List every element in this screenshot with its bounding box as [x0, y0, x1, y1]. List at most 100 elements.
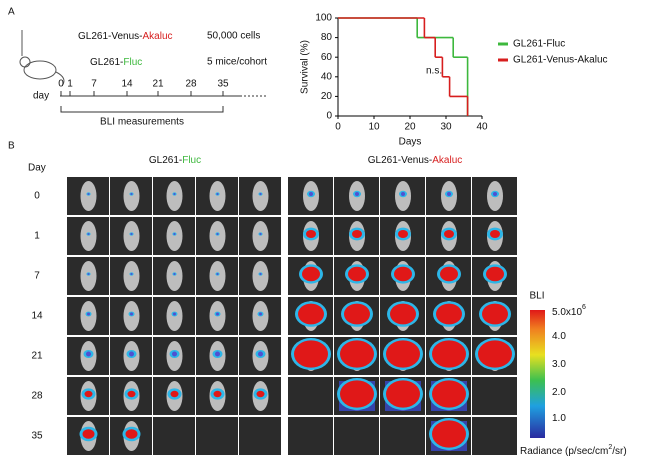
signal-core	[444, 230, 454, 238]
colorbar-title: BLI	[529, 291, 544, 302]
signal-core	[306, 230, 316, 238]
y-tick-label: 20	[321, 91, 333, 102]
signal-core	[390, 303, 416, 325]
x-tick-label: 0	[335, 122, 341, 133]
text-part: 3.0	[552, 359, 566, 370]
image-tile	[288, 417, 333, 455]
text-part: GL261-	[90, 57, 123, 68]
axes	[337, 18, 482, 117]
y-axis-label: Survival (%)	[300, 40, 311, 94]
group-label: GL261-Venus-Akaluc	[78, 31, 173, 42]
signal-core	[340, 380, 374, 408]
bli-label: BLI measurements	[100, 117, 184, 128]
mouse	[209, 181, 226, 211]
signal-core	[493, 192, 497, 196]
signal-core	[170, 390, 179, 398]
colorbar-label: 5.0x106	[552, 304, 586, 318]
signal-core	[309, 192, 313, 196]
signal-core	[87, 233, 90, 235]
signal-core	[213, 390, 222, 398]
signal-core	[173, 233, 176, 235]
text-part: Fluc	[123, 57, 142, 68]
group-label: GL261-Fluc	[90, 57, 142, 68]
signal-core	[173, 273, 176, 275]
mouse-icon	[19, 30, 65, 87]
y-tick-label: 60	[321, 52, 333, 63]
signal-core	[432, 340, 466, 368]
signal-core	[401, 192, 405, 196]
signal-core	[440, 266, 458, 282]
row-label: 7	[34, 271, 40, 282]
colorbar-unit: Radiance (p/sec/cm2/sr)	[520, 444, 627, 457]
panel-label: A	[8, 7, 15, 18]
text-part: 5.0x10	[552, 307, 582, 318]
mouse	[166, 181, 183, 211]
y-tick-label: 40	[321, 71, 333, 82]
cells: 50,000 cells	[207, 31, 260, 42]
text-part: GL261-Venus-	[368, 155, 433, 166]
x-tick-label: 40	[476, 122, 488, 133]
image-tile	[153, 417, 195, 455]
mouse	[123, 261, 140, 291]
signal-core	[486, 266, 504, 282]
signal-core	[84, 390, 93, 398]
mouse	[209, 261, 226, 291]
group-label: GL261-Fluc	[149, 155, 201, 166]
mouse	[80, 181, 97, 211]
signal-core	[256, 390, 265, 398]
image-tile	[196, 417, 238, 455]
row-label: 14	[31, 311, 43, 322]
signal-core	[216, 273, 219, 275]
y-tick-label: 100	[315, 13, 332, 24]
signal-core	[215, 351, 220, 357]
signal-core	[130, 193, 133, 195]
signal-core	[130, 312, 133, 316]
signal-core	[447, 192, 451, 196]
text-part: 4.0	[552, 331, 566, 342]
signal-core	[127, 390, 136, 398]
signal-core	[216, 312, 219, 316]
signal-core	[87, 273, 90, 275]
text-part: 2.0	[552, 387, 566, 398]
text-part: Radiance (p/sec/cm	[520, 446, 608, 457]
image-tile	[380, 417, 425, 455]
mouse	[123, 181, 140, 211]
signal-core	[82, 429, 95, 439]
day: 0	[58, 79, 64, 90]
mouse	[80, 261, 97, 291]
bracket	[60, 106, 224, 113]
signal-core	[294, 340, 328, 368]
signal-core	[352, 230, 362, 238]
x-tick-label: 30	[440, 122, 452, 133]
day-prefix: day	[33, 91, 49, 102]
image-tile	[472, 377, 517, 415]
image-tile	[334, 417, 379, 455]
x-tick-label: 10	[368, 122, 380, 133]
y-tick-label: 80	[321, 32, 333, 43]
x-tick-label: 20	[404, 122, 416, 133]
signal-core	[386, 380, 420, 408]
signal-core	[259, 233, 262, 235]
day: 28	[185, 79, 197, 90]
signal-core	[298, 303, 324, 325]
image-tile	[472, 417, 517, 455]
signal-core	[125, 429, 138, 439]
signal-core	[340, 340, 374, 368]
signal-core	[259, 273, 262, 275]
signal-core	[436, 303, 462, 325]
signal-core	[86, 351, 91, 357]
signal-core	[87, 193, 90, 195]
signal-core	[355, 192, 359, 196]
text-part: GL261-Venus-	[78, 31, 143, 42]
mouse	[166, 221, 183, 251]
cohort: 5 mice/cohort	[207, 57, 267, 68]
signal-core	[432, 380, 466, 408]
text-part: Fluc	[182, 155, 201, 166]
text-part: 1.0	[552, 413, 566, 424]
signal-core	[348, 266, 366, 282]
signal-core	[344, 303, 370, 325]
mouse	[252, 181, 269, 211]
signal-core	[398, 230, 408, 238]
day-header: Day	[28, 163, 46, 174]
